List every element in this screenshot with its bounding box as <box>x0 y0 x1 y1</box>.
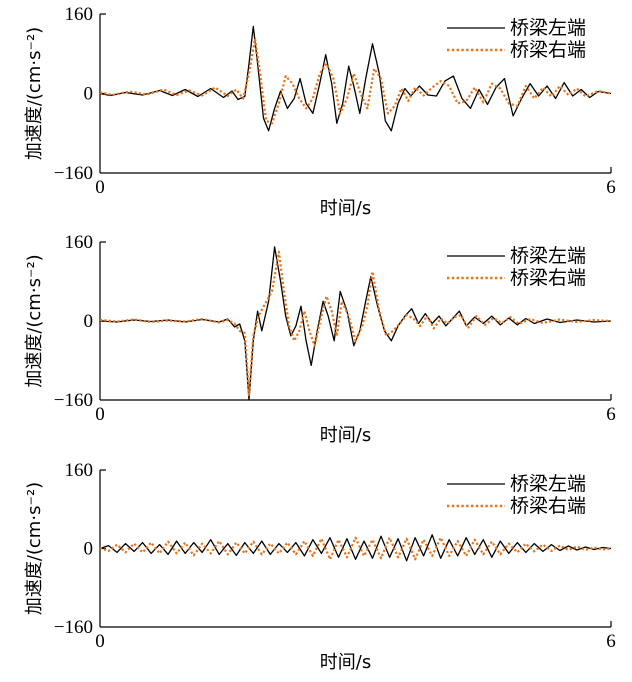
y-tick-label: 0 <box>84 84 94 105</box>
x-axis-label: 时间/s <box>320 198 371 219</box>
x-tick-label: 6 <box>606 631 616 652</box>
y-tick-label: 160 <box>65 232 94 253</box>
series-line-right-end <box>99 250 612 397</box>
legend-label: 桥梁右端 <box>510 267 586 289</box>
x-axis-label: 时间/s <box>320 652 371 673</box>
x-tick-label: 0 <box>95 177 105 198</box>
x-axis-label: 时间/s <box>320 425 371 446</box>
y-tick-label: 0 <box>84 311 94 332</box>
y-tick-label: −160 <box>54 163 93 184</box>
series-line-right-end <box>99 37 612 125</box>
y-tick-label: 160 <box>65 4 94 25</box>
y-axis-label: 加速度/(cm·s⁻²) <box>24 27 45 160</box>
legend-label: 桥梁左端 <box>510 245 586 267</box>
x-tick-label: 0 <box>95 404 105 425</box>
series-line-right-end <box>99 536 612 561</box>
y-axis-label: 加速度/(cm·s⁻²) <box>24 482 45 615</box>
y-tick-label: −160 <box>54 617 93 638</box>
x-tick-label: 6 <box>606 177 616 198</box>
series-line-left-end <box>99 534 612 562</box>
legend-label: 桥梁右端 <box>510 39 586 61</box>
legend-label: 桥梁左端 <box>510 473 586 495</box>
series-line-left-end <box>99 246 612 401</box>
y-tick-label: −160 <box>54 390 93 411</box>
legend-label: 桥梁右端 <box>510 495 586 517</box>
x-tick-label: 6 <box>606 404 616 425</box>
y-tick-label: 160 <box>65 460 94 481</box>
y-tick-label: 0 <box>84 539 94 560</box>
y-axis-label: 加速度/(cm·s⁻²) <box>24 254 45 387</box>
x-tick-label: 0 <box>95 631 105 652</box>
legend-label: 桥梁左端 <box>510 17 586 39</box>
series-line-left-end <box>99 25 612 132</box>
